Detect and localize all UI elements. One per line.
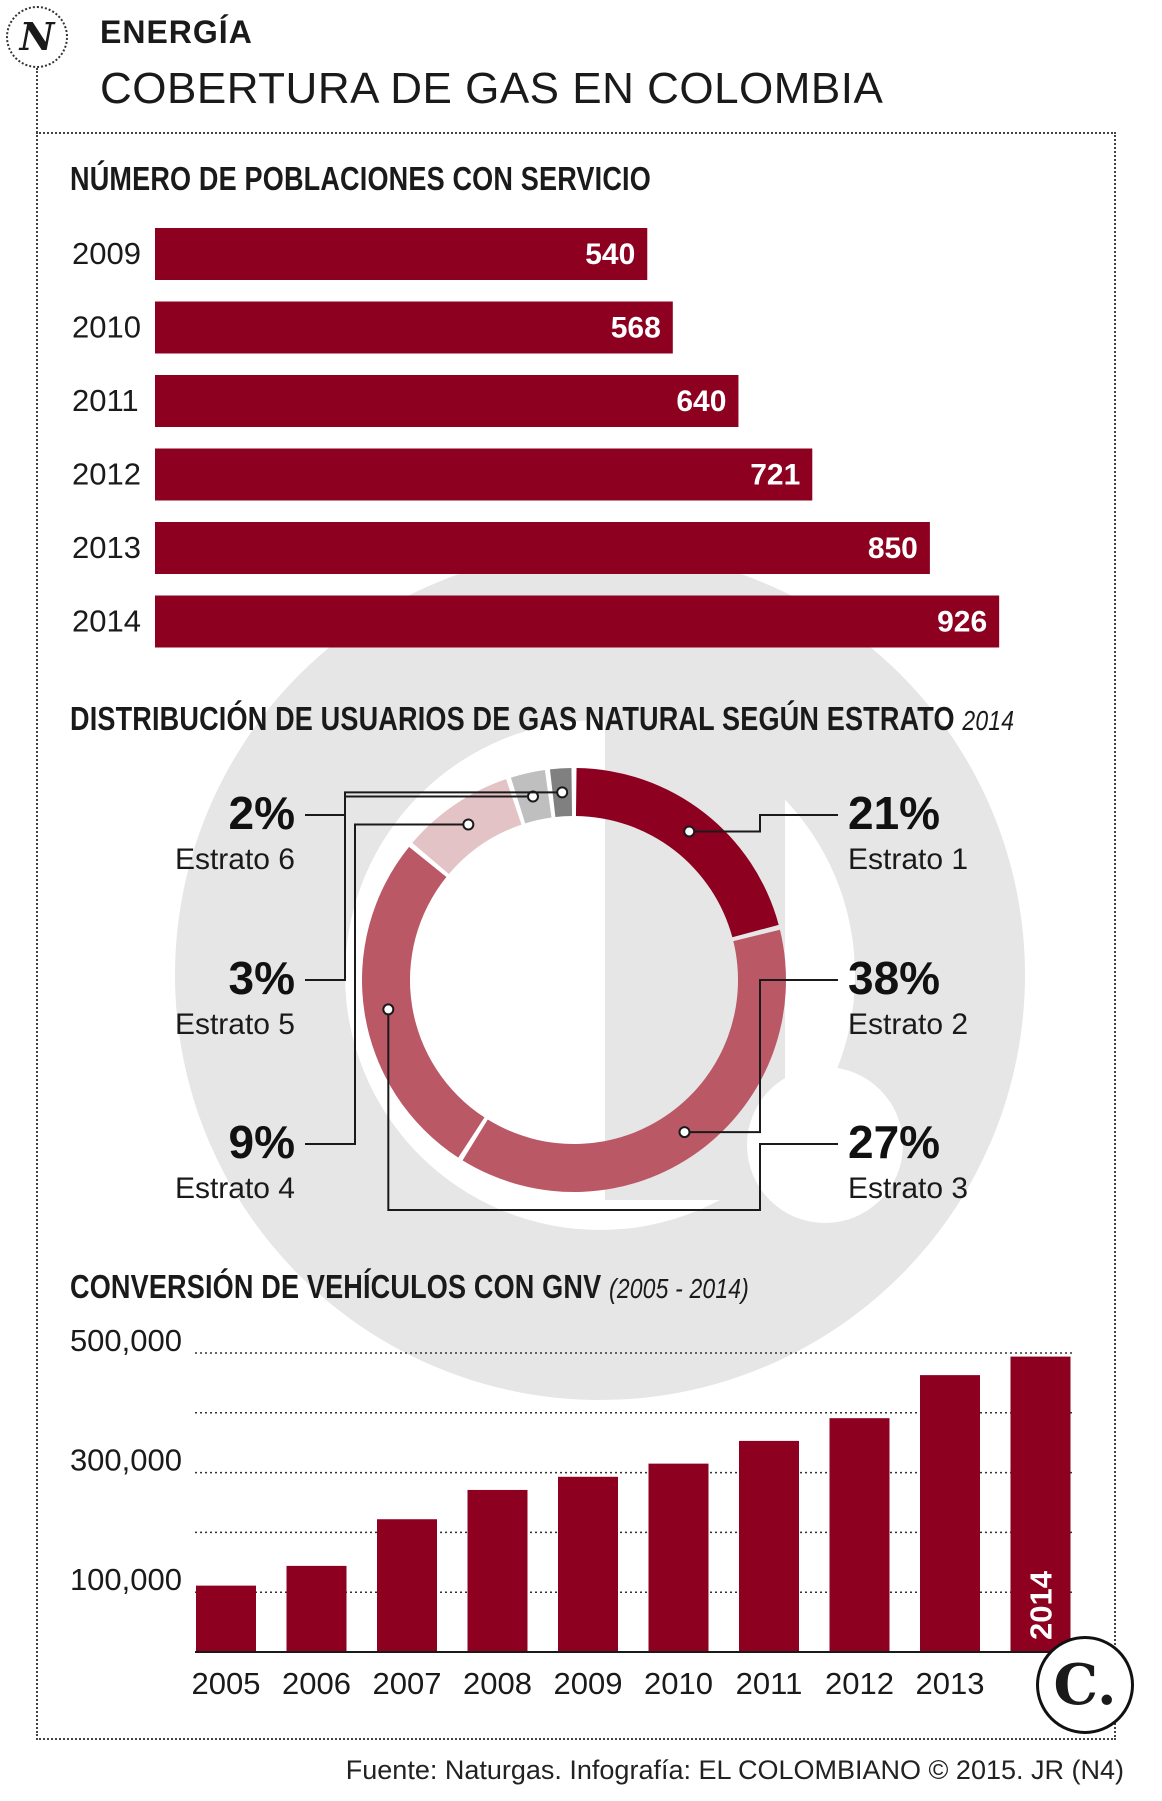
vehicles-bar <box>829 1418 890 1652</box>
towns-year-label: 2014 <box>72 604 141 639</box>
slice-name-label: Estrato 2 <box>848 1008 968 1041</box>
y-tick-label: 300,000 <box>70 1443 182 1478</box>
slice-name-label: Estrato 3 <box>848 1172 968 1205</box>
x-tick-label-inside: 2014 <box>1024 1570 1059 1640</box>
slice-percent-label: 21% <box>848 787 940 839</box>
slice-name-label: Estrato 6 <box>175 843 295 876</box>
towns-bar <box>155 228 648 280</box>
x-tick-label: 2008 <box>463 1666 532 1701</box>
brand-logo-icon: C. <box>1036 1636 1134 1734</box>
vehicles-bar <box>648 1463 709 1652</box>
donut-slice <box>462 929 787 1192</box>
callout-dot <box>382 1003 395 1016</box>
x-tick-label: 2012 <box>825 1666 894 1701</box>
towns-year-label: 2012 <box>72 457 141 492</box>
towns-value-label: 540 <box>585 238 635 271</box>
towns-value-label: 850 <box>868 532 918 565</box>
towns-bar <box>155 448 813 501</box>
callout-line <box>305 791 563 816</box>
users-title-text: DISTRIBUCIÓN DE USUARIOS DE GAS NATURAL … <box>70 700 955 737</box>
towns-value-label: 640 <box>676 385 726 418</box>
slice-percent-label: 38% <box>848 952 940 1004</box>
callout-line <box>684 979 838 1134</box>
towns-bar <box>155 301 673 354</box>
content-frame <box>36 132 1116 1740</box>
x-tick-label: 2007 <box>373 1666 442 1701</box>
callout-dot <box>678 1126 691 1139</box>
vehicles-section-title: CONVERSIÓN DE VEHÍCULOS CON GNV (2005 - … <box>70 1268 749 1306</box>
towns-value-label: 568 <box>611 312 661 345</box>
vehicles-bar <box>196 1585 256 1652</box>
slice-percent-label: 2% <box>229 787 295 839</box>
callout-line <box>305 795 533 981</box>
callout-dot <box>683 825 696 838</box>
x-tick-label: 2009 <box>554 1666 623 1701</box>
x-tick-label: 2006 <box>282 1666 351 1701</box>
y-tick-label: 100,000 <box>70 1562 182 1597</box>
towns-bar <box>155 522 930 574</box>
x-tick-label: 2010 <box>644 1666 713 1701</box>
towns-bar-chart: 2009 540 2010 568 2011 640 2012 721 2013 850 2014 9… <box>72 228 1000 648</box>
source-credit: Fuente: Naturgas. Infografía: EL COLOMBI… <box>345 1755 1124 1785</box>
vehicles-bar <box>286 1565 347 1652</box>
divider-left <box>36 68 38 1736</box>
callout-dot <box>462 818 475 831</box>
slice-percent-label: 9% <box>229 1116 295 1168</box>
callout-line <box>387 1009 838 1211</box>
page-title: COBERTURA DE GAS EN COLOMBIA <box>100 64 884 113</box>
slice-name-label: Estrato 4 <box>175 1172 295 1205</box>
slice-percent-label: 3% <box>229 952 295 1004</box>
vehicles-bar <box>920 1375 980 1652</box>
vehicles-bar <box>558 1476 618 1652</box>
towns-year-label: 2010 <box>72 310 141 345</box>
y-tick-label: 500,000 <box>70 1323 182 1358</box>
callout-dot <box>556 786 569 799</box>
vehicles-bar <box>739 1440 799 1652</box>
towns-bar <box>155 595 1000 648</box>
section-logo-icon: N <box>6 6 68 68</box>
towns-bar <box>155 375 739 427</box>
towns-year-label: 2011 <box>72 383 139 418</box>
towns-section-title: NÚMERO DE POBLACIONES CON SERVICIO <box>70 160 651 197</box>
slice-percent-label: 27% <box>848 1116 940 1168</box>
vehicles-bar <box>1010 1356 1071 1652</box>
x-tick-label: 2011 <box>736 1666 803 1701</box>
slice-name-label: Estrato 5 <box>175 1008 295 1041</box>
vehicles-bar <box>467 1489 528 1652</box>
callout-line <box>305 823 469 1145</box>
x-tick-label: 2013 <box>916 1666 985 1701</box>
vehicles-bar <box>377 1519 437 1652</box>
vehicles-title-text: CONVERSIÓN DE VEHÍCULOS CON GNV <box>70 1268 602 1305</box>
x-tick-label: 2005 <box>192 1666 261 1701</box>
towns-year-label: 2009 <box>72 236 141 271</box>
vehicles-subtitle: (2005 - 2014) <box>609 1273 749 1304</box>
donut-slice <box>362 846 485 1158</box>
users-section-title: DISTRIBUCIÓN DE USUARIOS DE GAS NATURAL … <box>70 700 1014 738</box>
towns-year-label: 2013 <box>72 530 141 565</box>
donut-slice <box>575 768 779 938</box>
slice-name-label: Estrato 1 <box>848 843 968 876</box>
kicker: ENERGÍA <box>100 14 253 50</box>
towns-value-label: 926 <box>937 606 987 639</box>
users-subtitle: 2014 <box>962 705 1015 736</box>
callout-line <box>689 814 838 833</box>
towns-value-label: 721 <box>750 459 800 492</box>
